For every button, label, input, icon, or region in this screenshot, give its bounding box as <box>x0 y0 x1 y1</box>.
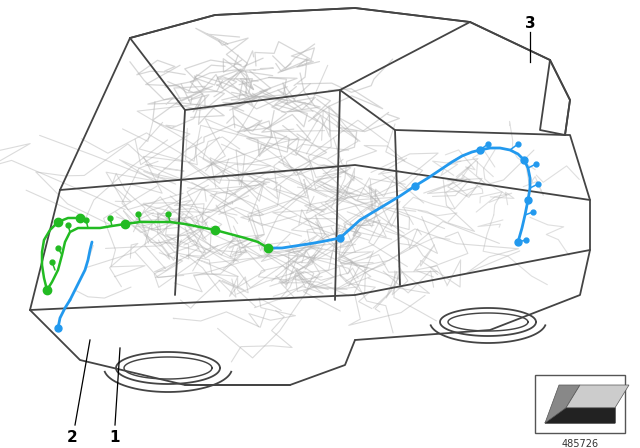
Text: 485726: 485726 <box>561 439 598 448</box>
Text: 1: 1 <box>109 431 120 445</box>
Polygon shape <box>545 385 580 423</box>
Text: 3: 3 <box>525 17 535 31</box>
Bar <box>535 375 625 433</box>
Polygon shape <box>566 385 629 408</box>
Polygon shape <box>545 408 615 423</box>
Text: 2: 2 <box>67 431 77 445</box>
